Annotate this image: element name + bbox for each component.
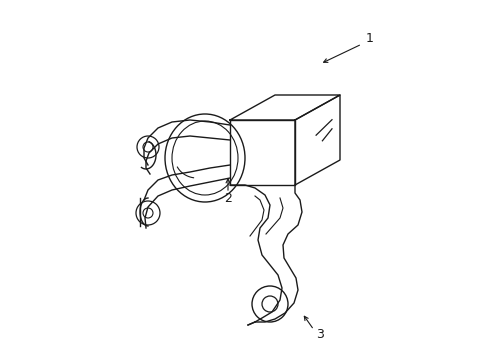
Text: 1: 1 xyxy=(366,32,373,45)
Text: 3: 3 xyxy=(315,328,323,342)
Text: 2: 2 xyxy=(224,192,231,204)
